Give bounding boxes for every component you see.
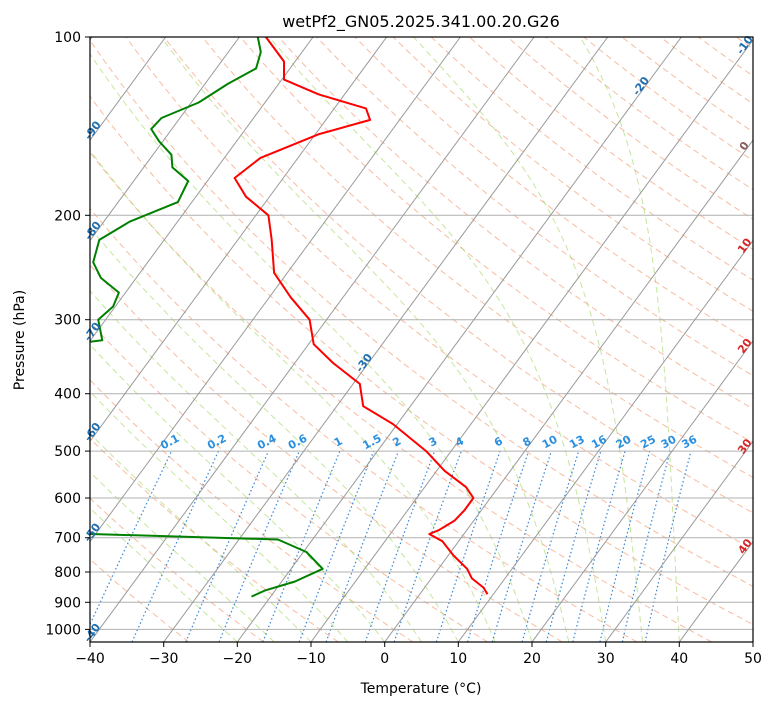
mixing-ratio-line — [218, 450, 300, 642]
moist-adiabat-line — [90, 471, 275, 642]
mixing-ratio-line — [262, 450, 341, 642]
dry-adiabat-line — [90, 151, 712, 642]
y-tick-label: 700 — [54, 531, 81, 547]
mixing-ratio-line — [545, 450, 602, 642]
moist-adiabat-line — [579, 37, 680, 642]
mixing-ratio-label: 36 — [680, 433, 700, 452]
isotherm-line — [310, 39, 753, 642]
mixing-ratio-line — [298, 450, 375, 642]
dry-adiabat-line — [90, 95, 753, 626]
grid-layer — [90, 37, 753, 642]
dry-adiabat-line — [90, 39, 753, 587]
moist-adiabat-line — [90, 53, 533, 642]
mixing-ratio-line — [435, 450, 501, 642]
y-tick-label: 100 — [54, 30, 81, 46]
moist-adiabat-line — [90, 343, 386, 642]
isotherm-line — [752, 641, 753, 642]
x-tick-label: 30 — [597, 651, 615, 667]
isotherm-line — [90, 37, 167, 141]
y-tick-label: 200 — [54, 208, 81, 224]
x-tick-label: 20 — [523, 651, 541, 667]
mixing-ratio-line — [521, 450, 580, 642]
isotherm-line — [531, 340, 753, 642]
mixing-ratio-line — [621, 450, 671, 642]
x-tick-label: 40 — [670, 651, 688, 667]
x-tick-label: 10 — [449, 651, 467, 667]
plot-background — [90, 37, 753, 642]
dry-adiabat-line — [354, 37, 753, 344]
chart-title: wetPf2_GN05.2025.341.00.20.G26 — [282, 12, 560, 32]
x-tick-label: 0 — [380, 651, 389, 667]
y-tick-label: 300 — [54, 313, 81, 329]
moist-adiabat-line — [90, 507, 238, 642]
y-axis-title: Pressure (hPa) — [12, 290, 28, 390]
series-layer — [90, 37, 489, 598]
moist-adiabat-line — [90, 290, 422, 642]
moist-adiabat-line — [90, 149, 496, 642]
mixing-ratio-label: 10 — [540, 433, 560, 452]
moist-adiabat-line — [90, 226, 459, 642]
y-tick-label: 400 — [54, 387, 81, 403]
mixing-ratio-line — [364, 450, 436, 642]
dry-adiabat-line — [90, 207, 638, 642]
isotherm-line — [384, 139, 753, 642]
mixing-ratio-line — [325, 450, 400, 642]
profile-series-line — [233, 37, 489, 595]
dry-adiabat-line — [125, 37, 753, 550]
mixing-ratio-label-layer: 0.1 0.2 0.4 0.6 1 1.5 2 3 4 6 8 10 13 16 20 25 30 36 — [158, 432, 699, 453]
mixing-ratio-label: 16 — [589, 433, 609, 452]
x-tick-label: −10 — [296, 651, 326, 667]
mixing-ratio-label: 25 — [638, 433, 658, 452]
mixing-ratio-line — [599, 450, 651, 642]
isotherm-line — [90, 37, 240, 242]
moist-adiabat-line — [160, 37, 570, 642]
y-tick-label: 800 — [54, 565, 81, 581]
moist-adiabat-line — [90, 390, 349, 642]
x-tick-label: −20 — [223, 651, 253, 667]
dry-adiabat-line — [278, 37, 753, 410]
mixing-ratio-label: 20 — [614, 433, 634, 452]
isotherm-line — [163, 37, 609, 642]
dry-adiabat-line — [163, 37, 753, 514]
moist-adiabat-line — [268, 37, 607, 642]
plot-frame — [89, 36, 754, 643]
mixing-ratio-line — [572, 450, 626, 642]
y-axis-ticks: 100 200 300 400 500 600 700 800 900 1000 — [45, 30, 90, 638]
x-axis-ticks: −40 −30 −20 −10 0 10 20 30 40 50 — [75, 642, 762, 667]
y-tick-label: 500 — [54, 444, 81, 460]
mixing-ratio-line — [466, 450, 530, 642]
x-tick-label: −40 — [75, 651, 105, 667]
x-tick-label: 50 — [744, 651, 762, 667]
dry-adiabat-line — [316, 37, 753, 377]
moist-adiabat-line — [413, 37, 643, 642]
isotherm-line — [605, 440, 753, 642]
y-tick-label: 600 — [54, 491, 81, 507]
isotherm-line — [90, 37, 314, 342]
mixing-ratio-label: 30 — [659, 433, 679, 452]
isotherm-line — [236, 37, 682, 642]
mixing-ratio-label: 13 — [567, 433, 587, 452]
mixing-ratio-line — [491, 450, 552, 642]
mixing-ratio-line — [185, 450, 270, 642]
isotherm-line — [457, 239, 753, 642]
isotherm-line — [90, 37, 388, 443]
y-tick-label: 1000 — [45, 622, 81, 638]
y-tick-label: 900 — [54, 595, 81, 611]
profile-series-line — [90, 37, 324, 598]
x-axis-title: Temperature (°C) — [360, 681, 482, 697]
x-tick-label: −30 — [149, 651, 179, 667]
